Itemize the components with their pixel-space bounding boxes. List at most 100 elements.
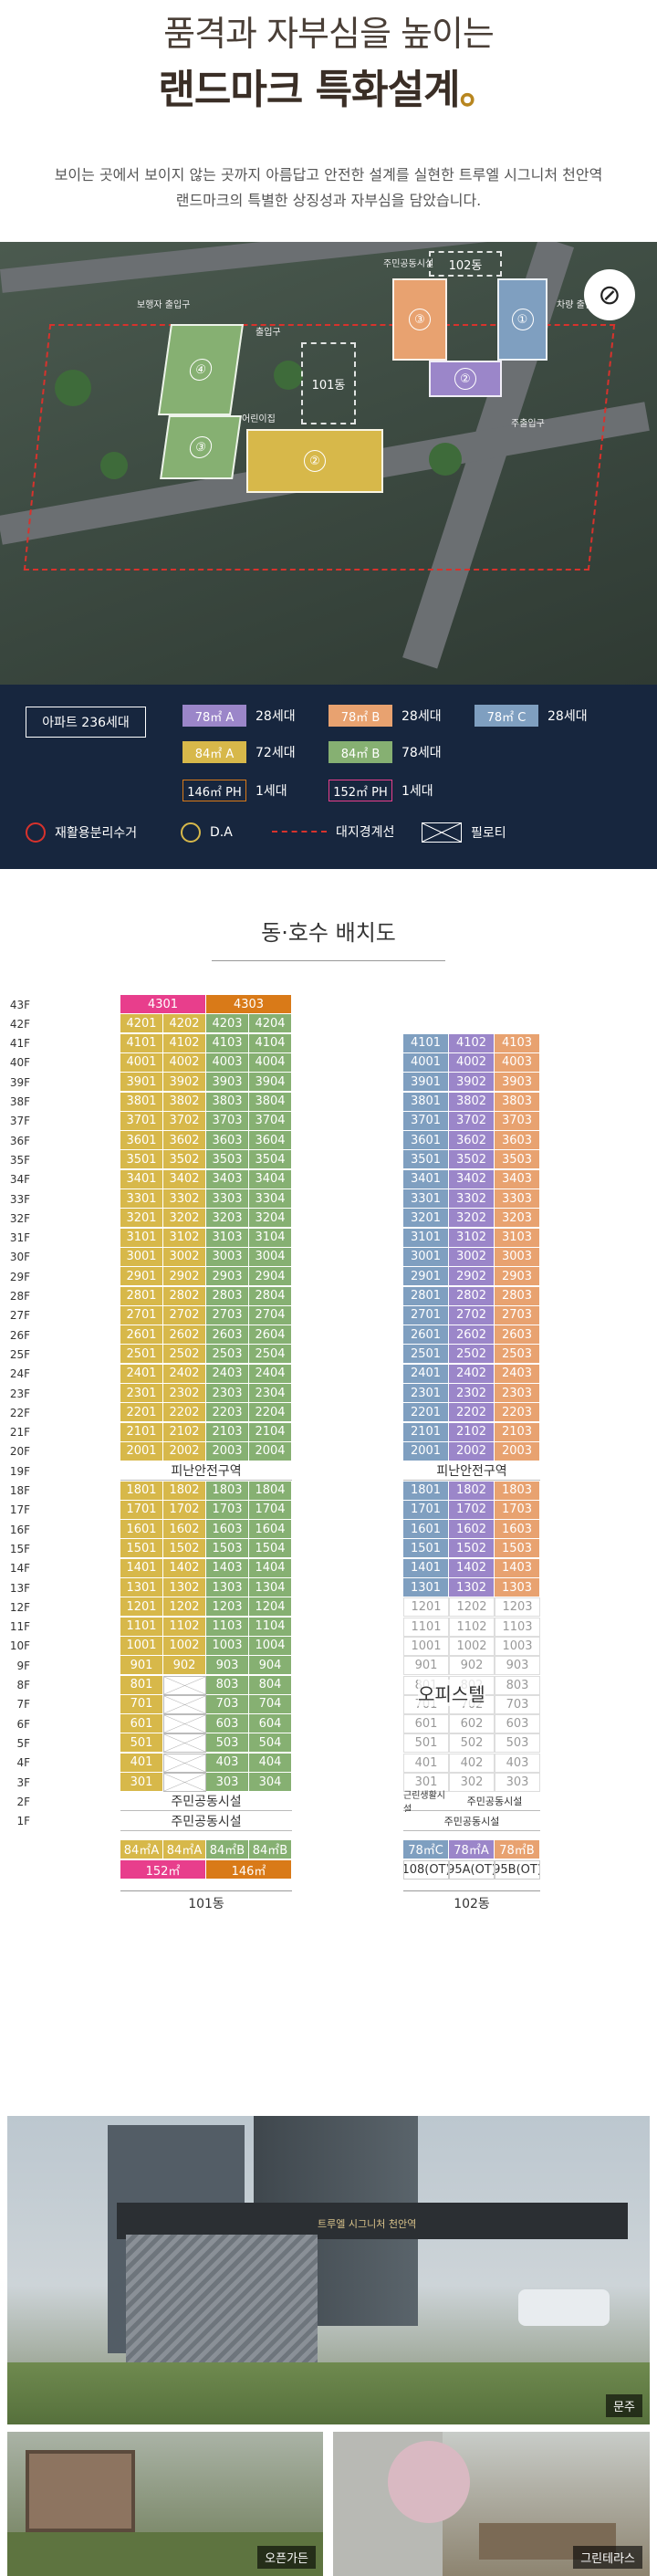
- building-102-unit-1: ①: [497, 278, 548, 361]
- site-plan: ④ ③ ② 101동 ③ ① ② 102동 어린이집 주민공동시설 보행자 출입…: [0, 242, 657, 685]
- unit-cell: 1302: [449, 1578, 495, 1597]
- unit-cell: 3403: [206, 1169, 249, 1189]
- unit-cell: 1201: [403, 1597, 449, 1618]
- unit-cell: 1104: [249, 1617, 292, 1637]
- unit-cell: 2802: [449, 1286, 495, 1306]
- penthouse-cell: 4303: [206, 995, 292, 1014]
- unit-cell: 2804: [249, 1286, 292, 1306]
- unit-cell: 2403: [495, 1364, 540, 1384]
- building-101-name: 101동: [120, 1893, 292, 1913]
- unit-cell: 1501: [403, 1539, 449, 1559]
- unit-cell: 3103: [495, 1228, 540, 1248]
- unit-cell: 2803: [495, 1286, 540, 1306]
- floor-label: 19F: [9, 1464, 30, 1478]
- legend-count: 28세대: [256, 709, 296, 724]
- unit-cell: 404: [249, 1753, 292, 1773]
- label-ped-entrance: 보행자 출입구: [137, 300, 191, 310]
- unit-cell: 703: [206, 1694, 249, 1714]
- floor-label: 34F: [9, 1173, 30, 1187]
- unit-cell: 1501: [120, 1539, 163, 1559]
- unit-cell: 902: [449, 1656, 495, 1676]
- unit-cell: 1803: [495, 1481, 540, 1501]
- unit-cell: 3504: [249, 1150, 292, 1170]
- unit-cell: 3901: [120, 1073, 163, 1093]
- floor-label: 36F: [9, 1134, 30, 1147]
- floor-label: 27F: [9, 1309, 30, 1323]
- title-line1: 품격과 자부심을 높이는: [163, 14, 495, 54]
- refuge-zone: 피난안전구역: [120, 1461, 292, 1482]
- officetel-type: 95A(OT): [449, 1860, 495, 1880]
- unit-cell: 1102: [449, 1617, 495, 1637]
- unit-cell: 3002: [163, 1247, 206, 1267]
- unit-cell: 1202: [163, 1597, 206, 1618]
- green-terrace-photo: 그린테라스: [333, 2432, 650, 2576]
- unit-cell: 1303: [206, 1578, 249, 1597]
- recycle-ring-icon: [26, 822, 46, 843]
- unit-cell: 2703: [206, 1305, 249, 1325]
- unit-cell: 801: [120, 1675, 163, 1695]
- legend-item: 84㎡ A 72세대: [182, 741, 296, 763]
- unit-cell: 803: [495, 1675, 540, 1695]
- unit-cell: 703: [495, 1694, 540, 1714]
- unit-cell: 3204: [249, 1209, 292, 1229]
- unit-cell: 303: [495, 1773, 540, 1792]
- unit-cell: 1004: [249, 1636, 292, 1656]
- unit-cell: 2903: [206, 1267, 249, 1287]
- unit-cell: 3102: [449, 1228, 495, 1248]
- unit-cell: 2503: [206, 1345, 249, 1365]
- car: [518, 2289, 610, 2326]
- unit-cell: 803: [206, 1675, 249, 1695]
- floor-label: 16F: [9, 1523, 30, 1536]
- unit-cell: 3301: [403, 1189, 449, 1209]
- entrance-gate-photo: 트루엘 시그니처 천안역 문주: [7, 2116, 650, 2424]
- floor-label: 6F: [16, 1717, 30, 1731]
- unit-cell: 1402: [449, 1558, 495, 1578]
- piloti-cell: [163, 1675, 206, 1695]
- unit-cell: 3104: [249, 1228, 292, 1248]
- building-101-unit-3: ③: [160, 415, 242, 479]
- unit-cell: 3903: [206, 1073, 249, 1093]
- unit-cell: 2401: [403, 1364, 449, 1384]
- unit-cell: 3302: [449, 1189, 495, 1209]
- unit-cell: 503: [206, 1733, 249, 1754]
- chart-title-rule: [212, 960, 445, 961]
- unit-cell: 2504: [249, 1345, 292, 1365]
- unit-cell: 2401: [120, 1364, 163, 1384]
- landscape-garden: [7, 2362, 650, 2424]
- unit-cell: 504: [249, 1733, 292, 1754]
- unit-cell: 1503: [206, 1539, 249, 1559]
- unit-cell: 3904: [249, 1073, 292, 1093]
- unit-cell: 3703: [495, 1111, 540, 1131]
- unit-cell: 701: [120, 1694, 163, 1714]
- unit-cell: 3303: [206, 1189, 249, 1209]
- building-102-unit-3: ③: [392, 278, 447, 361]
- tree: [100, 452, 128, 479]
- unit-cell: 2701: [120, 1305, 163, 1325]
- unit-cell: 1702: [163, 1500, 206, 1520]
- building-101-label: 101동: [301, 342, 356, 424]
- tree: [55, 370, 91, 406]
- unit-cell: 1603: [206, 1520, 249, 1540]
- unit-cell: 2003: [495, 1441, 540, 1461]
- unit-cell: 1103: [495, 1617, 540, 1637]
- unit-cell: 2702: [449, 1305, 495, 1325]
- legend-item: 78㎡ B 28세대: [328, 705, 442, 727]
- unit-cell: 1502: [163, 1539, 206, 1559]
- unit-cell: 1103: [206, 1617, 249, 1637]
- floor-label: 13F: [9, 1581, 30, 1595]
- unit-cell: 2204: [249, 1403, 292, 1423]
- unit-cell: 2902: [163, 1267, 206, 1287]
- unit-cell: 2501: [120, 1345, 163, 1365]
- legend-count: 1세대: [256, 784, 287, 799]
- label-daycare: 어린이집: [242, 414, 276, 424]
- unit-cell: 603: [206, 1714, 249, 1734]
- unit-cell: 304: [249, 1773, 292, 1792]
- legend-swatch: 146㎡ PH: [182, 780, 246, 801]
- unit-cell: 3201: [120, 1209, 163, 1229]
- unit-cell: 903: [495, 1656, 540, 1676]
- piloti-cell: [163, 1773, 206, 1792]
- unit-cell: 502: [449, 1733, 495, 1754]
- unit-cell: 2704: [249, 1305, 292, 1325]
- building-101-name: 101동: [311, 378, 346, 393]
